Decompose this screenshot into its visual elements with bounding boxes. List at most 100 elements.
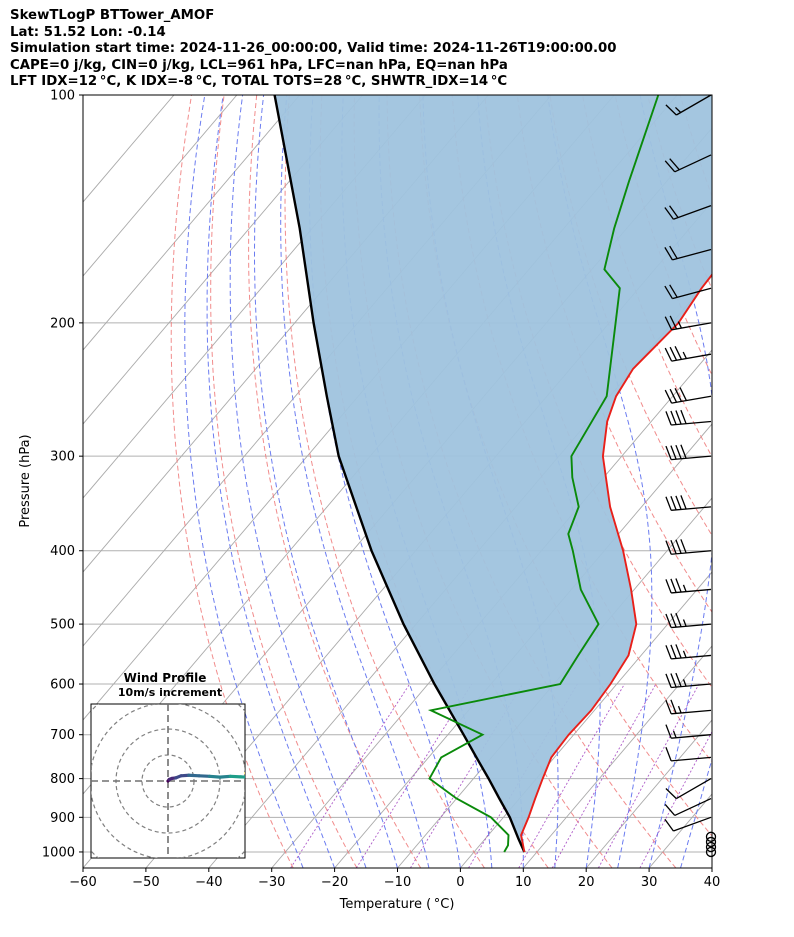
wind-barb-shaft (671, 756, 712, 762)
wind-barb-shaft (671, 734, 712, 739)
isotherm-line (522, 645, 712, 868)
wind-barb-shaft (671, 623, 712, 629)
wind-barb (665, 724, 712, 739)
wind-barb-flag (675, 672, 682, 687)
wind-barb-half-flag (682, 619, 687, 627)
cin-shaded-area (274, 95, 712, 852)
wind-barb-flag (680, 409, 687, 424)
wind-barb-flag (665, 699, 672, 715)
wind-barb-flag (680, 495, 687, 510)
wind-barb-flag (665, 747, 672, 762)
y-tick-label: 700 (50, 728, 75, 743)
wind-barb-flag (675, 578, 682, 593)
moist-adiabat (184, 95, 304, 868)
wind-barb-flag (670, 673, 677, 688)
mixing-ratio-line (290, 683, 411, 868)
wind-barb-shaft (671, 395, 712, 404)
wind-barb-flag (665, 788, 677, 800)
dry-adiabat (778, 95, 794, 868)
wind-barb-flag (669, 284, 678, 298)
wind-barb (664, 387, 712, 404)
wind-barb-flag (679, 387, 687, 401)
y-axis-label: Pressure (hPa) (18, 434, 33, 527)
wind-barb-shaft (673, 205, 712, 220)
temperature-profile-line (520, 273, 712, 853)
hodograph-title: Wind Profile (124, 671, 207, 685)
isotherm-line (775, 95, 794, 868)
wind-barb-flag (669, 158, 680, 171)
hodograph-trace-segment (218, 774, 232, 779)
wind-barb (665, 444, 712, 461)
x-tick-label: 10 (515, 875, 532, 890)
wind-barb-flag (665, 445, 672, 460)
wind-barb (664, 346, 712, 362)
wind-barb-half-flag (682, 351, 687, 359)
hodograph-trace-segment (228, 774, 243, 779)
wind-barb-flag (664, 207, 674, 220)
cape-shading (274, 95, 712, 852)
wind-barb-flag (665, 579, 672, 594)
wind-barb-flag (665, 724, 672, 739)
wind-barb-flag (675, 539, 682, 554)
hodograph-trace-segment (239, 775, 245, 779)
wind-barb-shaft (676, 778, 712, 800)
wind-barb-flag (674, 346, 683, 360)
wind-barb-flag (664, 347, 673, 362)
wind-barb-half-flag (682, 650, 687, 658)
wind-barb-flag (670, 496, 677, 511)
dry-adiabat (484, 95, 712, 689)
wind-barb-shaft (671, 683, 712, 689)
isotherm-line (585, 719, 712, 868)
x-tick-label: −50 (132, 875, 159, 890)
wind-barb (665, 578, 712, 594)
wind-barb-flag (665, 645, 672, 660)
calm-wind-circle (705, 831, 717, 842)
wind-barb-flag (675, 444, 682, 460)
x-tick-label: −40 (195, 875, 222, 890)
y-tick-label: 1000 (42, 845, 75, 860)
wind-barb-flag (670, 699, 677, 714)
wind-barb-shaft (672, 287, 712, 300)
wind-barb-shaft (671, 550, 712, 555)
wind-barb-flag (669, 315, 678, 330)
mixing-ratio-line (598, 683, 700, 868)
dry-adiabat (582, 95, 712, 458)
wind-barb-flag (664, 804, 676, 816)
wind-barb-flag (664, 389, 673, 404)
wind-barb (664, 205, 712, 220)
wind-barb-half-flag (677, 705, 682, 714)
y-tick-label: 100 (50, 89, 75, 104)
wind-barb (665, 699, 712, 715)
y-tick-label: 300 (50, 450, 75, 465)
x-tick-label: 30 (641, 875, 658, 890)
isotherm-line (460, 571, 712, 868)
wind-barb-flag (664, 160, 676, 173)
wind-barb-half-flag (675, 106, 682, 113)
wind-barb-shaft (671, 322, 712, 331)
y-tick-label: 600 (50, 678, 75, 693)
wind-barb (664, 797, 712, 817)
wind-barb-flag (664, 316, 673, 331)
hodograph-trace-segment (208, 774, 222, 779)
wind-barb-flag (670, 410, 677, 425)
wind-barb (664, 284, 712, 300)
wind-barb-shaft (671, 420, 712, 426)
wind-barb-flag (665, 496, 672, 511)
wind-barb-flag (665, 613, 672, 628)
wind-barb-flag (670, 644, 677, 659)
wind-barb-flag (669, 205, 679, 218)
wind-barb-shaft (672, 248, 712, 261)
moist-adiabat (639, 95, 712, 868)
wind-barb (665, 672, 712, 689)
wind-barb (664, 154, 712, 173)
wind-barb-shaft (676, 94, 712, 116)
wind-barb-flag (670, 539, 677, 555)
hodograph-trace-segment (254, 774, 259, 775)
x-tick-label: −30 (258, 875, 285, 890)
wind-barb (665, 612, 712, 629)
calm-wind-circle (705, 841, 717, 853)
moist-adiabat (280, 95, 430, 868)
hodograph-trace-segment (197, 774, 212, 778)
x-axis-label: Temperature ( °C) (339, 897, 455, 912)
